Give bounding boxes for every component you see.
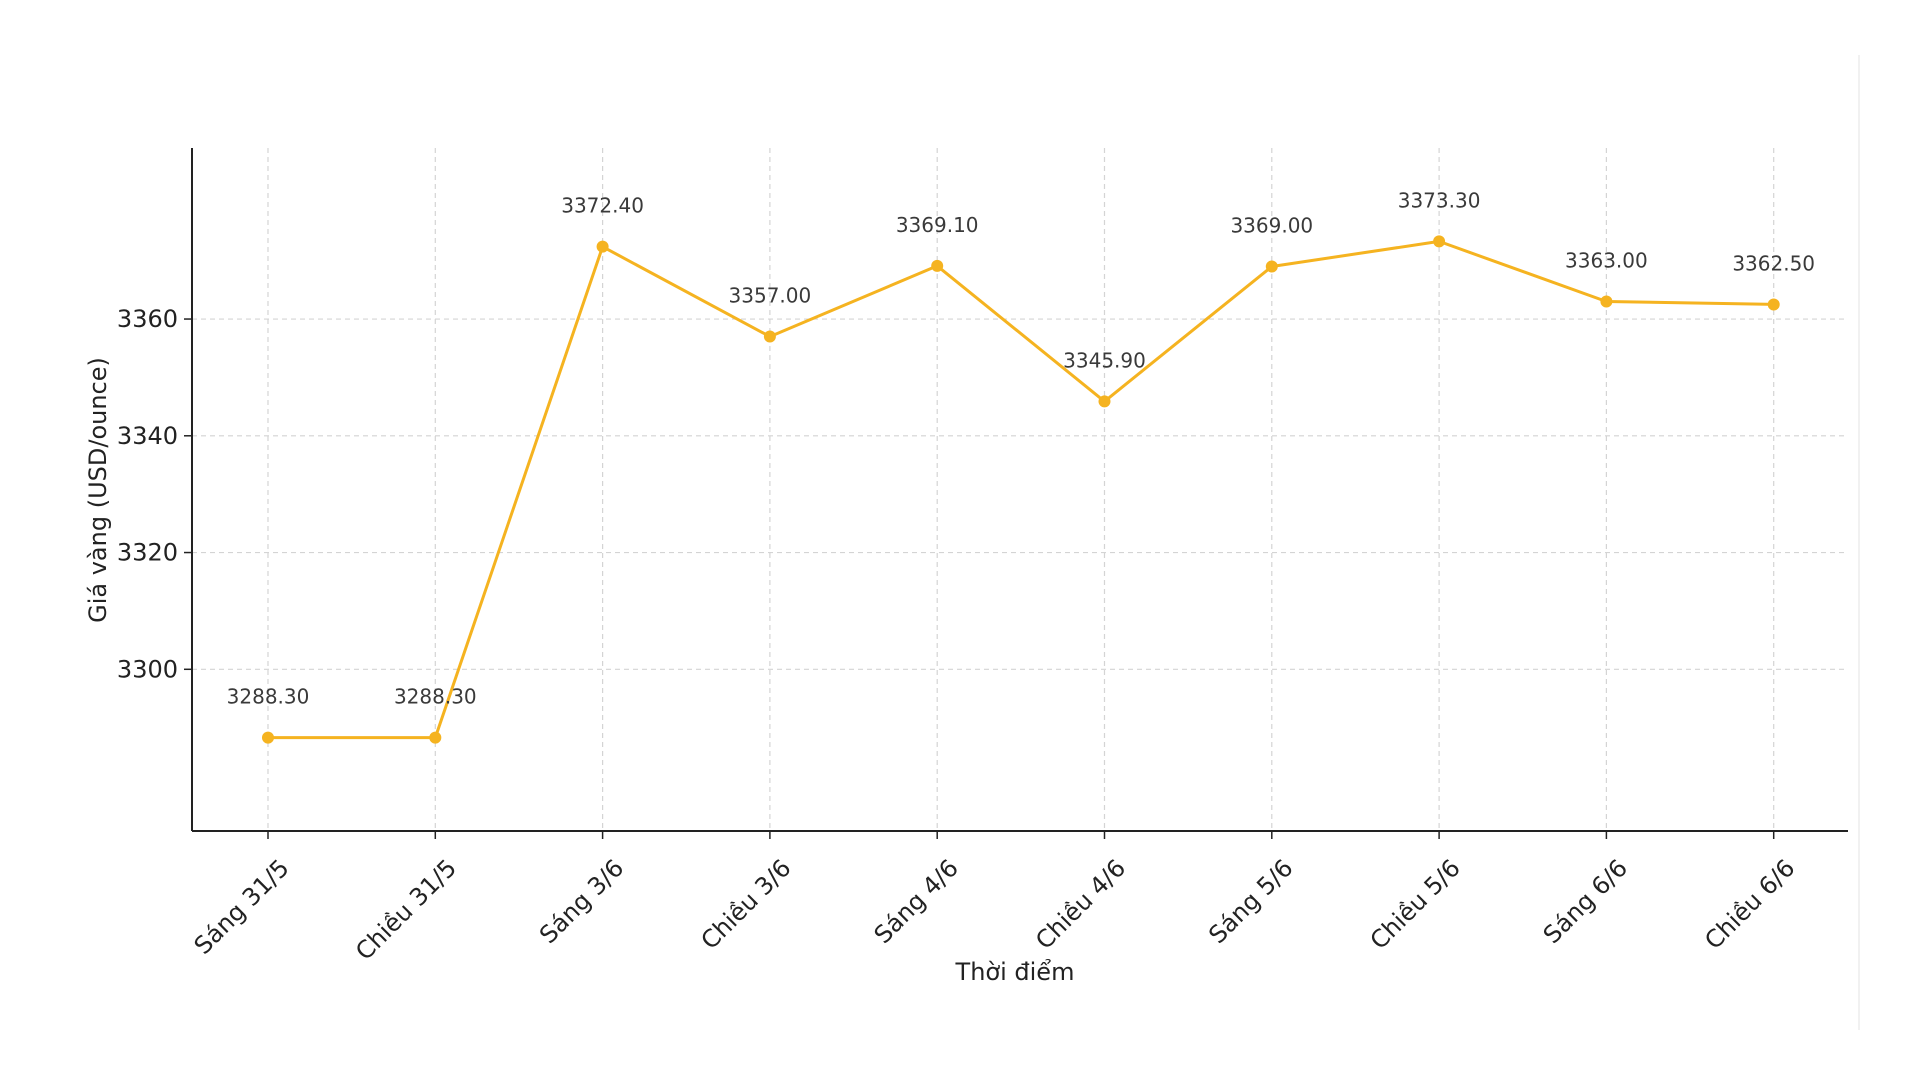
x-tick-label: Sáng 6/6 xyxy=(1538,854,1633,949)
y-tick-label: 3360 xyxy=(117,305,178,333)
data-point xyxy=(763,330,776,343)
x-tick-label: Sáng 3/6 xyxy=(534,854,629,949)
x-tick-label: Chiều 6/6 xyxy=(1699,854,1800,955)
image-edge-line xyxy=(1858,55,1860,1030)
data-point xyxy=(1098,395,1111,408)
x-tick-label: Chiều 31/5 xyxy=(350,854,462,966)
data-label: 3288.30 xyxy=(394,685,477,709)
data-point xyxy=(931,259,944,272)
y-axis-title: Giá vàng (USD/ounce) xyxy=(84,357,112,623)
data-point xyxy=(1265,260,1278,273)
data-label: 3288.30 xyxy=(227,685,310,709)
x-tick-label: Chiều 3/6 xyxy=(696,854,797,955)
data-label: 3357.00 xyxy=(729,284,812,308)
x-tick-label: Chiều 4/6 xyxy=(1030,854,1131,955)
data-label: 3345.90 xyxy=(1063,348,1146,372)
y-tick-label: 3300 xyxy=(117,655,178,683)
series-layer xyxy=(262,235,1780,744)
x-axis-title: Thời điểm xyxy=(955,958,1075,986)
x-tick-label: Sáng 4/6 xyxy=(869,854,964,949)
data-label: 3373.30 xyxy=(1398,188,1481,212)
y-tick-label: 3340 xyxy=(117,422,178,450)
data-label: 3372.40 xyxy=(561,194,644,218)
data-point xyxy=(429,731,442,744)
x-tick-label: Sáng 31/5 xyxy=(189,854,295,960)
data-point xyxy=(596,240,609,253)
x-tick-label: Chiều 5/6 xyxy=(1365,854,1466,955)
data-point xyxy=(262,731,274,744)
labels-layer: 3288.30 3288.30 3372.40 3357.00 3369.10 3345.… xyxy=(227,188,1815,708)
axes-layer xyxy=(191,148,1848,832)
ticks-layer: 3300 3320 3340 3360 Sáng 31/5 Chiều 31/5 Sáng … xyxy=(117,305,1800,966)
data-point xyxy=(1767,298,1780,311)
y-tick-label: 3320 xyxy=(117,539,178,567)
data-label: 3369.00 xyxy=(1230,214,1313,238)
series-line xyxy=(268,239,1774,740)
grid-layer xyxy=(192,148,1848,831)
x-tick-label: Sáng 5/6 xyxy=(1203,854,1298,949)
data-label: 3363.00 xyxy=(1565,249,1648,273)
data-point xyxy=(1433,235,1446,248)
data-label: 3369.10 xyxy=(896,213,979,237)
data-point xyxy=(1600,295,1613,308)
data-label: 3362.50 xyxy=(1732,251,1815,275)
